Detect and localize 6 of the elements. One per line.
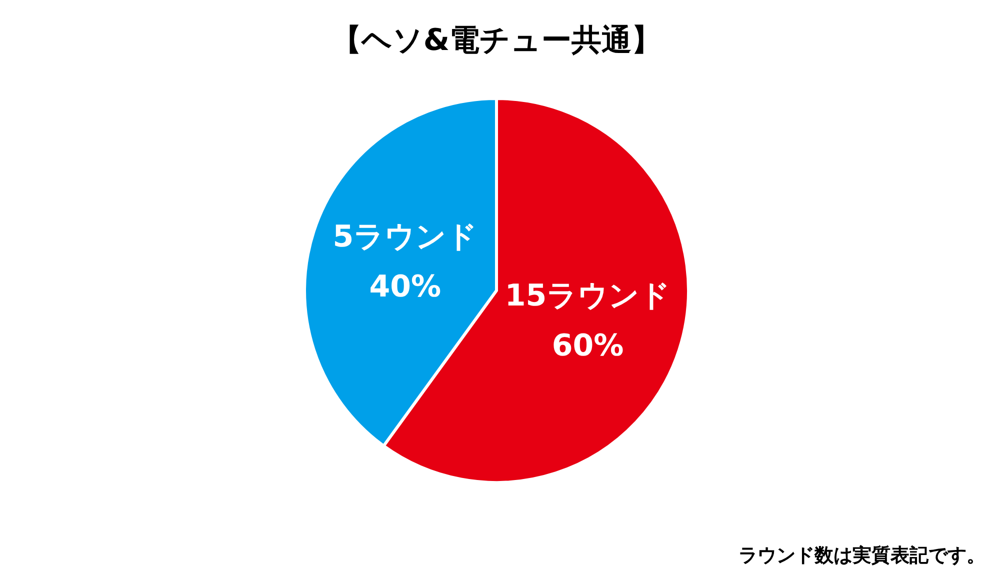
slice-label: 5ラウンド [332, 219, 478, 254]
data-label: 60% [552, 328, 624, 364]
text: ラウンド数は実質表記です。 [738, 544, 986, 566]
data-label: 40% [369, 269, 442, 304]
chart-title: 【ヘソ&電チュー共通】 [331, 23, 662, 58]
slice-label: 15ラウンド [504, 278, 671, 314]
